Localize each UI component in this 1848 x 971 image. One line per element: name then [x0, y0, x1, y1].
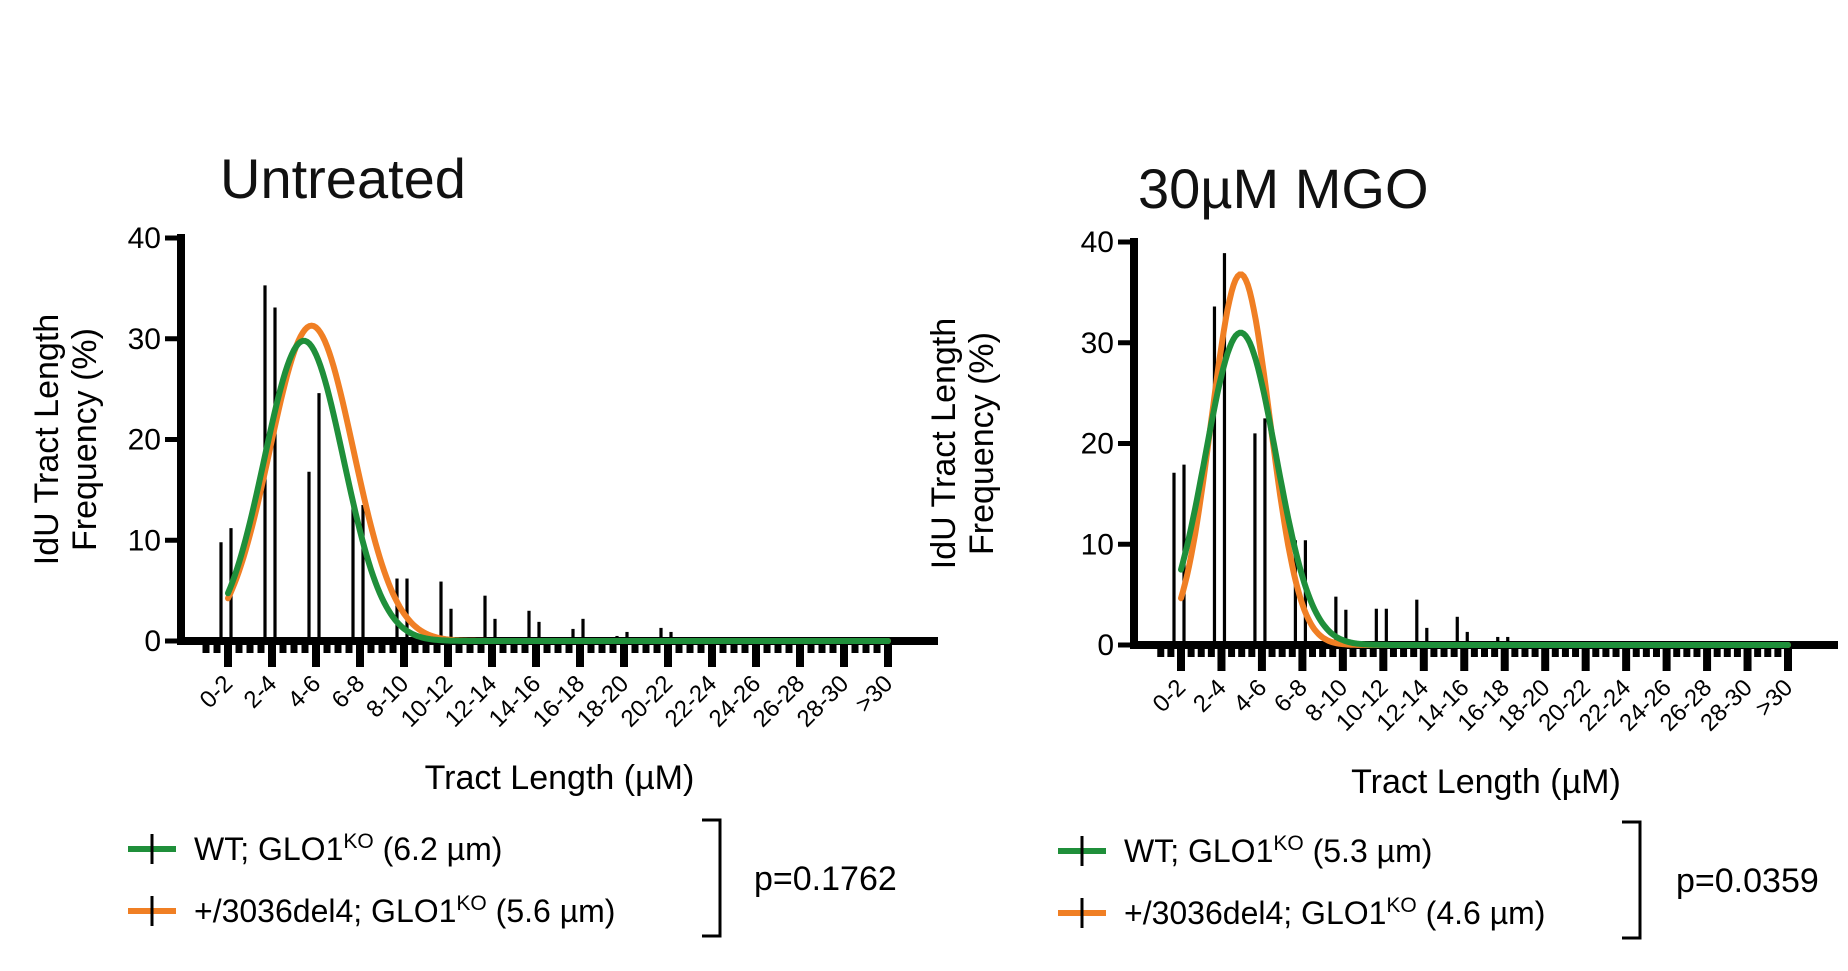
fit-curve [225, 337, 891, 644]
legend-label: +/3036del4; GLO1KO (4.6 µm) [1124, 894, 1545, 931]
y-tick-label: 0 [144, 625, 161, 658]
y-tick-label: 10 [1081, 528, 1114, 561]
y-tick-label: 40 [1081, 226, 1114, 259]
x-tick-label: 28-30 [792, 670, 855, 733]
chart-title: Untreated [220, 147, 466, 210]
significance-bracket [1622, 820, 1642, 940]
legend-label: +/3036del4; GLO1KO (5.6 µm) [194, 892, 615, 929]
x-tick-label: 2-4 [239, 670, 283, 714]
legend-label: WT; GLO1KO (5.3 µm) [1124, 832, 1432, 869]
x-tick-label: 0-2 [1148, 674, 1192, 718]
y-axis-label-line: Frequency (%) [963, 332, 1001, 555]
y-axis-label: IdU Tract Length Frequency (%) [925, 318, 1001, 569]
p-value: p=0.0359 [1676, 862, 1819, 900]
y-tick-label: 20 [128, 424, 161, 457]
chart-1: Untreated IdU Tract Length Frequency (%) 0 1… [28, 147, 938, 938]
x-tick-label: >30 [1750, 674, 1798, 722]
fit-curve [1178, 271, 1791, 648]
y-axis-label-line: Frequency (%) [66, 328, 104, 551]
y-axis-label-line: IdU Tract Length [28, 314, 66, 565]
y-axis-label: IdU Tract Length Frequency (%) [28, 314, 104, 565]
legend-item: WT; GLO1KO (6.2 µm) [128, 830, 502, 867]
y-tick-label: 40 [128, 222, 161, 255]
y-tick-label: 30 [1081, 327, 1114, 360]
legend-label: WT; GLO1KO (6.2 µm) [194, 830, 502, 867]
x-tick-label: 4-6 [1229, 674, 1273, 718]
p-value: p=0.1762 [754, 860, 897, 898]
fit-curve [225, 322, 891, 644]
y-tick-label: 20 [1081, 428, 1114, 461]
x-tick-label: 2-4 [1188, 674, 1232, 718]
y-tick-label: 10 [128, 524, 161, 557]
legend-item: +/3036del4; GLO1KO (4.6 µm) [1058, 894, 1545, 931]
chart-2: 30µM MGO IdU Tract Length Frequency (%) 0 10… [925, 157, 1838, 940]
x-tick-label: >30 [850, 670, 898, 718]
y-tick-label: 30 [128, 323, 161, 356]
chart-title: 30µM MGO [1138, 157, 1429, 220]
x-axis-label: Tract Length (µM) [1351, 763, 1621, 801]
x-axis-label: Tract Length (µM) [425, 759, 695, 797]
fit-curve [1178, 329, 1791, 648]
y-axis-label-line: IdU Tract Length [925, 318, 963, 569]
legend-item: +/3036del4; GLO1KO (5.6 µm) [128, 892, 615, 929]
significance-bracket [702, 818, 722, 938]
legend-item: WT; GLO1KO (5.3 µm) [1058, 832, 1432, 869]
x-tick-label: 4-6 [283, 670, 327, 714]
x-tick-label: 0-2 [195, 670, 239, 714]
y-tick-label: 0 [1097, 629, 1114, 662]
